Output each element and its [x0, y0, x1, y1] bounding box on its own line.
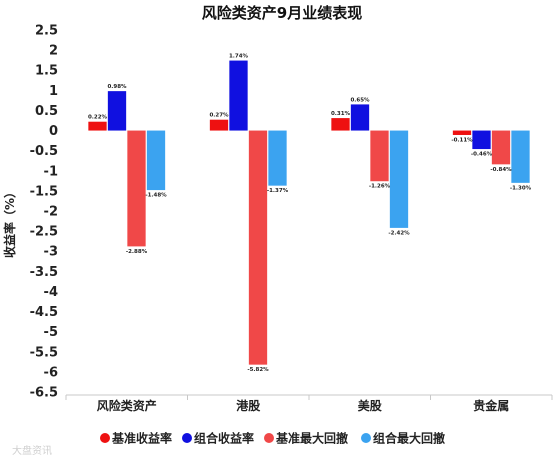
y-tick-label: 0 — [49, 124, 58, 139]
bar — [370, 130, 389, 182]
bar — [472, 130, 491, 150]
y-tick-label: -3.5 — [30, 265, 58, 280]
legend-item: 组合收益率 — [182, 431, 254, 446]
data-label: -0.11% — [451, 137, 473, 143]
legend-label: 基准最大回撤 — [275, 431, 348, 446]
data-label: -2.88% — [126, 249, 148, 255]
data-label: -1.30% — [510, 185, 532, 191]
y-tick-label: -3 — [44, 245, 58, 260]
y-tick-label: -1.5 — [30, 184, 58, 199]
y-tick-label: -1 — [44, 164, 58, 179]
bar — [350, 104, 370, 131]
data-label: -1.48% — [145, 193, 167, 199]
y-tick-label: 0.5 — [35, 104, 58, 119]
x-tick-label: 风险类资产 — [97, 398, 157, 413]
bar — [127, 130, 146, 247]
legend-label: 组合最大回撤 — [373, 431, 445, 446]
data-label: -5.82% — [247, 367, 269, 373]
bar — [209, 119, 229, 131]
x-category-ticks — [65, 395, 553, 400]
data-labels: 0.22% 0.98% -2.88% -1.48% 0.27% 1.74% -5.82% -1… — [88, 54, 532, 374]
bar — [146, 130, 166, 191]
legend-swatch — [264, 433, 274, 443]
y-tick-label: -5 — [44, 325, 58, 340]
data-label: -1.26% — [369, 184, 391, 190]
legend-swatch — [100, 433, 110, 443]
y-tick-label: -5.5 — [30, 345, 58, 360]
y-axis-ticks: 2.5 2 1.5 1 0.5 0 -0.5 -1 -1.5 -2 -2.5 -3 -3.5 -4 -4.5… — [30, 24, 58, 401]
y-tick-label: -2 — [44, 205, 58, 220]
x-axis-ticks: 风险类资产 港股 美股 贵金属 — [97, 398, 510, 413]
bars — [88, 60, 530, 365]
watermark: 大盘资讯 — [12, 444, 52, 457]
legend-item: 组合最大回撤 — [361, 431, 445, 446]
y-tick-label: -6 — [44, 365, 58, 380]
bar — [107, 91, 127, 131]
legend-swatch — [361, 433, 371, 443]
data-label: -1.37% — [267, 188, 289, 194]
y-tick-label: 2.5 — [35, 24, 58, 39]
bar — [88, 121, 107, 131]
y-tick-label: -6.5 — [30, 386, 58, 401]
chart-title: 风险类资产9月业绩表现 — [202, 4, 362, 22]
y-tick-label: 2 — [49, 44, 58, 59]
data-label: -0.46% — [471, 152, 493, 158]
legend-item: 基准收益率 — [100, 431, 172, 446]
y-tick-label: -4 — [44, 285, 58, 300]
y-tick-label: -2.5 — [30, 225, 58, 240]
data-label: -0.84% — [490, 167, 512, 173]
data-label: 1.74% — [229, 54, 249, 60]
y-axis-label: 收益率（%） — [2, 186, 17, 258]
data-label: 0.27% — [209, 113, 229, 119]
bar — [248, 130, 268, 365]
data-label: 0.98% — [107, 84, 127, 90]
data-label: 0.31% — [331, 111, 351, 117]
bar — [511, 130, 530, 183]
bar — [389, 130, 409, 228]
y-tick-label: -0.5 — [30, 144, 58, 159]
x-tick-label: 美股 — [358, 398, 383, 413]
legend-label: 组合收益率 — [194, 431, 254, 446]
x-tick-label: 港股 — [236, 398, 261, 413]
y-tick-label: -4.5 — [30, 305, 58, 320]
x-tick-label: 贵金属 — [473, 398, 509, 413]
bar — [452, 130, 472, 135]
legend: 基准收益率 组合收益率 基准最大回撤 组合最大回撤 — [100, 431, 445, 446]
bar — [331, 118, 350, 131]
legend-item: 基准最大回撤 — [264, 431, 348, 446]
legend-label: 基准收益率 — [111, 431, 172, 446]
data-label: -2.42% — [388, 230, 410, 236]
y-tick-label: 1 — [49, 84, 58, 99]
bar — [268, 130, 287, 186]
bar — [229, 60, 248, 131]
bar — [491, 130, 511, 165]
data-label: 0.22% — [88, 115, 108, 121]
y-tick-label: 1.5 — [35, 64, 58, 79]
legend-swatch — [182, 433, 192, 443]
data-label: 0.65% — [350, 97, 370, 103]
